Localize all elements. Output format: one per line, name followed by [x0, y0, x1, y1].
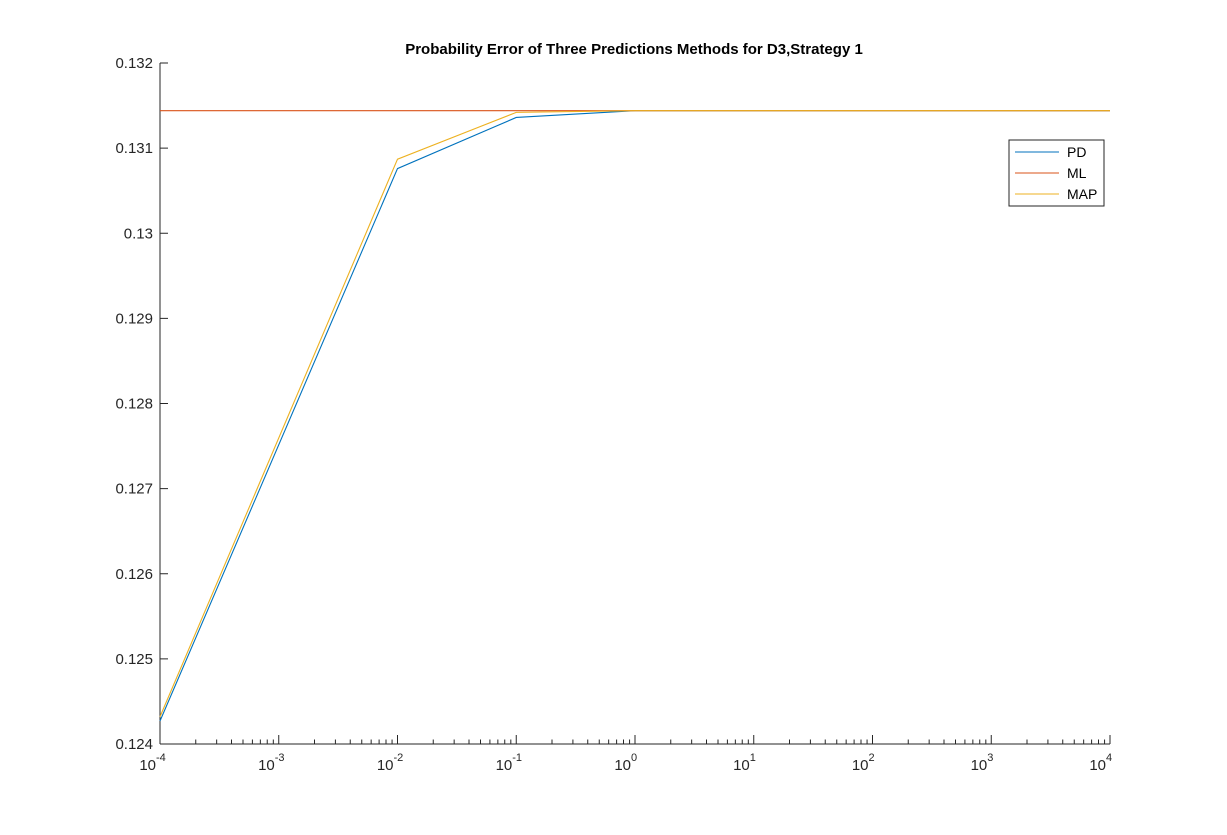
x-tick-exponent: 4 [1106, 752, 1112, 764]
x-tick-base: 10 [377, 757, 394, 774]
legend-label-ml: ML [1067, 165, 1087, 181]
x-tick-label: 10 0 [614, 752, 637, 774]
series-line-pd [159, 110, 1110, 722]
y-tick-label: 0.127 [115, 481, 153, 498]
legend-label-pd: PD [1067, 144, 1086, 160]
y-tick-label: 0.132 [115, 55, 153, 72]
y-tick-label: 0.13 [124, 225, 153, 242]
y-tick-label: 0.128 [115, 396, 153, 413]
x-tick-base: 10 [971, 757, 988, 774]
y-tick-label: 0.125 [115, 651, 153, 668]
y-tick-label: 0.129 [115, 310, 153, 327]
x-tick-label: 10 -4 [139, 752, 165, 774]
legend-label-map: MAP [1067, 186, 1097, 202]
x-tick-label: 10 -3 [258, 752, 284, 774]
x-tick-base: 10 [733, 757, 750, 774]
x-tick-base: 10 [139, 757, 156, 774]
x-tick-base: 10 [852, 757, 869, 774]
x-tick-exponent: -4 [156, 752, 166, 764]
x-tick-exponent: 1 [750, 752, 756, 764]
x-tick-exponent: -1 [512, 752, 522, 764]
x-tick-label: 10 1 [733, 752, 756, 774]
y-tick-label: 0.126 [115, 566, 153, 583]
plot-axes: 0.124 0.125 0.126 0.127 0.128 0.129 0.13 0.131 0… [115, 55, 1112, 774]
y-tick-label: 0.131 [115, 140, 153, 157]
x-tick-exponent: -2 [394, 752, 404, 764]
x-tick-exponent: 0 [631, 752, 637, 764]
x-tick-label: 10 -1 [496, 752, 522, 774]
legend: PD ML MAP [1008, 139, 1105, 207]
series-line-map [159, 110, 1110, 717]
x-tick-exponent: 2 [869, 752, 875, 764]
plot-lines [159, 110, 1110, 722]
x-tick-label: 10 3 [971, 752, 994, 774]
x-tick-base: 10 [496, 757, 513, 774]
x-tick-label: 10 2 [852, 752, 875, 774]
x-tick-exponent: -3 [275, 752, 285, 764]
x-tick-label: 10 4 [1089, 752, 1112, 774]
x-tick-base: 10 [614, 757, 631, 774]
x-tick-exponent: 3 [987, 752, 993, 764]
chart-title: Probability Error of Three Predictions M… [405, 41, 863, 58]
y-tick-label: 0.124 [115, 736, 153, 753]
x-tick-label: 10 -2 [377, 752, 403, 774]
x-tick-base: 10 [1089, 757, 1106, 774]
x-tick-base: 10 [258, 757, 275, 774]
